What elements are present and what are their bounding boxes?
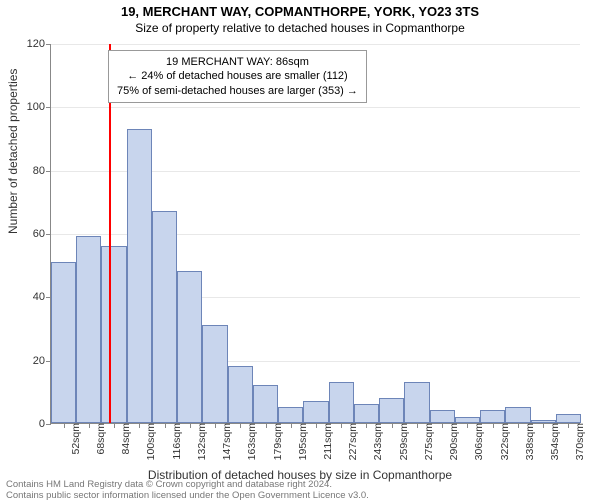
x-tick-label: 132sqm: [194, 423, 208, 460]
bar: [480, 410, 505, 423]
x-tick-mark: [392, 423, 393, 428]
x-tick-label: 84sqm: [118, 423, 132, 455]
grid-line: [51, 44, 580, 45]
x-tick-label: 211sqm: [320, 423, 334, 460]
bar: [430, 410, 455, 423]
x-tick-mark: [417, 423, 418, 428]
bar: [303, 401, 328, 423]
x-tick-label: 227sqm: [345, 423, 359, 460]
x-tick-mark: [64, 423, 65, 428]
x-tick-mark: [493, 423, 494, 428]
bar: [404, 382, 429, 423]
x-tick-mark: [543, 423, 544, 428]
y-tick-label: 120: [27, 38, 51, 50]
bar: [152, 211, 177, 423]
bar: [177, 271, 202, 423]
x-tick-mark: [568, 423, 569, 428]
y-tick-label: 60: [33, 228, 51, 240]
x-tick-label: 259sqm: [396, 423, 410, 460]
x-tick-label: 52sqm: [68, 423, 82, 455]
x-tick-label: 322sqm: [497, 423, 511, 460]
info-line-3: 75% of semi-detached houses are larger (…: [117, 84, 358, 98]
x-tick-label: 354sqm: [547, 423, 561, 460]
x-tick-label: 306sqm: [471, 423, 485, 460]
x-tick-label: 275sqm: [421, 423, 435, 460]
bar: [51, 262, 76, 424]
y-axis-label: Number of detached properties: [6, 69, 20, 234]
x-tick-label: 68sqm: [93, 423, 107, 455]
info-line-2: ← 24% of detached houses are smaller (11…: [117, 69, 358, 83]
x-tick-label: 147sqm: [219, 423, 233, 460]
bar: [253, 385, 278, 423]
bar: [354, 404, 379, 423]
bar: [505, 407, 530, 423]
x-tick-label: 163sqm: [244, 423, 258, 460]
x-tick-mark: [366, 423, 367, 428]
footer-line-2: Contains public sector information licen…: [6, 491, 369, 502]
footer-attribution: Contains HM Land Registry data © Crown c…: [6, 480, 369, 502]
y-tick-label: 100: [27, 101, 51, 113]
x-tick-mark: [467, 423, 468, 428]
y-tick-label: 0: [39, 418, 51, 430]
x-tick-mark: [165, 423, 166, 428]
x-tick-mark: [266, 423, 267, 428]
x-tick-mark: [240, 423, 241, 428]
bar: [278, 407, 303, 423]
bar: [329, 382, 354, 423]
x-tick-label: 290sqm: [446, 423, 460, 460]
x-tick-mark: [518, 423, 519, 428]
bar: [228, 366, 253, 423]
page-subtitle: Size of property relative to detached ho…: [0, 21, 600, 35]
x-tick-mark: [89, 423, 90, 428]
x-tick-mark: [341, 423, 342, 428]
y-tick-label: 80: [33, 165, 51, 177]
grid-line: [51, 107, 580, 108]
info-box: 19 MERCHANT WAY: 86sqm ← 24% of detached…: [108, 50, 367, 103]
x-tick-label: 179sqm: [270, 423, 284, 460]
x-tick-label: 195sqm: [295, 423, 309, 460]
bar: [76, 236, 101, 423]
bar: [202, 325, 227, 423]
bar: [127, 129, 152, 424]
x-tick-mark: [215, 423, 216, 428]
x-tick-mark: [291, 423, 292, 428]
page-title: 19, MERCHANT WAY, COPMANTHORPE, YORK, YO…: [0, 4, 600, 19]
bar: [379, 398, 404, 423]
x-tick-mark: [190, 423, 191, 428]
info-line-1: 19 MERCHANT WAY: 86sqm: [117, 55, 358, 69]
x-tick-mark: [442, 423, 443, 428]
x-tick-label: 100sqm: [143, 423, 157, 460]
x-tick-label: 370sqm: [572, 423, 586, 460]
x-tick-mark: [114, 423, 115, 428]
bar: [101, 246, 126, 423]
x-tick-mark: [316, 423, 317, 428]
bar: [556, 414, 581, 424]
chart-area: 02040608010012052sqm68sqm84sqm100sqm116s…: [50, 44, 580, 424]
y-tick-label: 40: [33, 291, 51, 303]
y-tick-label: 20: [33, 355, 51, 367]
x-tick-label: 116sqm: [169, 423, 183, 460]
x-tick-label: 338sqm: [522, 423, 536, 460]
x-tick-label: 243sqm: [370, 423, 384, 460]
x-tick-mark: [139, 423, 140, 428]
